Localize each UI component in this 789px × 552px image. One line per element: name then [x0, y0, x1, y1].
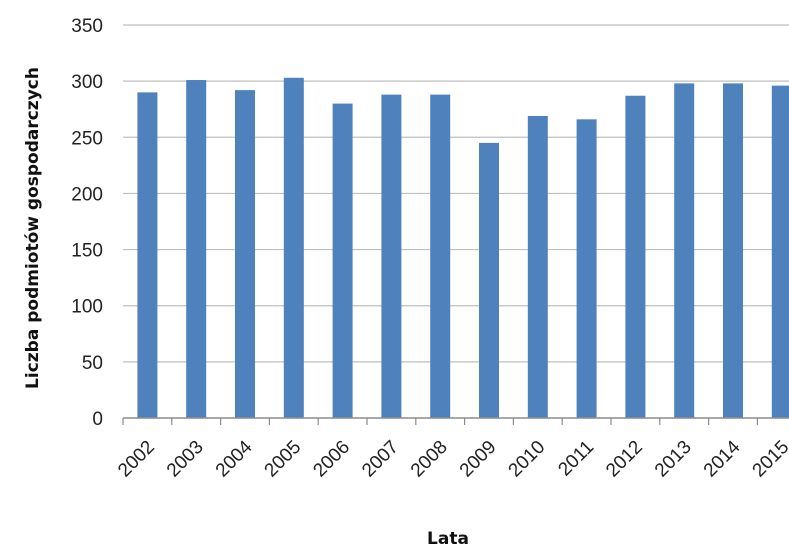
- bar-2013: [674, 83, 695, 418]
- y-tick-label: 300: [71, 72, 103, 93]
- bar-2006: [332, 103, 353, 418]
- y-tick-label: 350: [71, 16, 103, 37]
- x-axis-title: Lata: [427, 529, 469, 549]
- x-tick-label: 2013: [651, 437, 696, 482]
- bar-2002: [137, 92, 158, 418]
- x-tick-label: 2011: [554, 437, 598, 481]
- gridlines: [123, 24, 789, 363]
- bar-2003: [186, 80, 207, 419]
- bar-2012: [625, 95, 646, 419]
- y-tick-label: 0: [92, 409, 103, 430]
- y-tick-label: 250: [71, 128, 103, 149]
- y-tick-label: 100: [71, 297, 103, 318]
- bar-2011: [576, 119, 597, 418]
- x-tick-label: 2010: [505, 437, 550, 482]
- bars: [137, 77, 789, 419]
- y-axis-tick-labels: 0 50 100 150 200 250 300 350: [71, 16, 103, 430]
- bar-2008: [430, 94, 451, 419]
- bar-2014: [723, 83, 743, 418]
- y-tick-label: 50: [82, 353, 103, 374]
- y-axis-title: Liczba podmiotów gospodarczych: [23, 67, 43, 389]
- x-axis-tick-labels: 2002 2003 2004 2005 2006 2007 2008 2009 2010 2011…: [114, 436, 789, 481]
- bar-2009: [479, 142, 499, 418]
- x-tick-label: 2004: [212, 436, 257, 481]
- y-tick-label: 200: [71, 184, 103, 205]
- y-tick-label: 150: [71, 241, 103, 262]
- x-tick-label: 2003: [163, 437, 208, 482]
- x-tick-label: 2006: [309, 437, 354, 482]
- bar-2015: [771, 85, 789, 419]
- bar-2010: [527, 115, 548, 419]
- x-tick-label: 2005: [261, 437, 306, 482]
- bar-2005: [283, 77, 304, 418]
- x-tick-label: 2002: [114, 437, 159, 482]
- bar-2007: [381, 94, 402, 419]
- x-tick-label: 2009: [456, 437, 501, 482]
- x-axis-ticks: [122, 418, 759, 425]
- x-tick-label: 2014: [700, 436, 745, 481]
- x-tick-label: 2007: [358, 437, 403, 482]
- x-tick-label: 2012: [602, 437, 647, 482]
- bar-2004: [235, 90, 255, 418]
- x-tick-label: 2015: [749, 437, 789, 482]
- x-tick-label: 2008: [407, 437, 452, 482]
